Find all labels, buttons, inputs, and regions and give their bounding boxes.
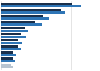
Bar [1, 66, 13, 68]
Bar [1, 15, 43, 17]
Bar [1, 17, 49, 20]
Bar [1, 11, 65, 14]
Bar [1, 23, 42, 26]
Bar [1, 45, 18, 48]
Bar [1, 3, 72, 5]
Bar [1, 60, 15, 62]
Bar [1, 21, 35, 23]
Bar [1, 42, 22, 44]
Bar [1, 51, 13, 54]
Bar [1, 9, 62, 11]
Bar [1, 33, 21, 35]
Bar [1, 30, 28, 32]
Bar [1, 54, 16, 56]
Bar [1, 5, 81, 7]
Bar [1, 39, 18, 41]
Bar [1, 36, 26, 38]
Bar [1, 57, 13, 60]
Bar [1, 48, 21, 50]
Bar [1, 27, 24, 29]
Bar [1, 64, 11, 66]
